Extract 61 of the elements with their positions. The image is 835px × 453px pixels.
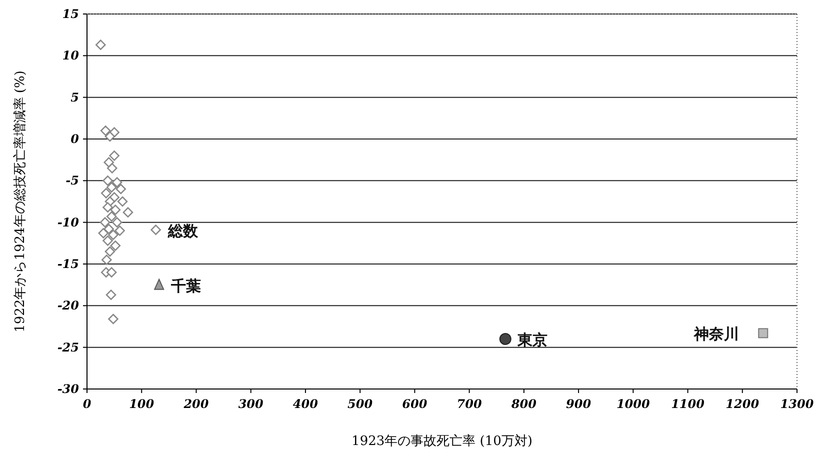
point bbox=[112, 217, 122, 228]
point bbox=[117, 196, 128, 207]
y-tick-label: 5 bbox=[70, 90, 79, 104]
series-label: 神奈川 bbox=[693, 325, 740, 344]
x-tick-label: 900 bbox=[566, 397, 592, 411]
x-tick-label: 300 bbox=[238, 397, 264, 411]
point bbox=[104, 131, 116, 142]
x-tick-label: 800 bbox=[510, 397, 538, 411]
point bbox=[110, 240, 121, 251]
x-tick-label: 1100 bbox=[671, 397, 706, 411]
x-tick-label: 100 bbox=[129, 397, 155, 411]
point bbox=[102, 236, 113, 246]
x-tick-label: 700 bbox=[456, 397, 482, 411]
point bbox=[116, 184, 126, 194]
point bbox=[102, 254, 112, 265]
y-tick-label: 0 bbox=[70, 132, 80, 146]
x-axis-title: 1923年の事故死亡率 (10万対) bbox=[352, 433, 532, 449]
point bbox=[98, 228, 109, 238]
x-tick-label: 1200 bbox=[726, 397, 760, 411]
point bbox=[106, 163, 118, 174]
point bbox=[100, 126, 111, 136]
point bbox=[106, 290, 116, 300]
y-tick-label: -20 bbox=[57, 298, 80, 313]
y-tick-label: 10 bbox=[62, 48, 80, 63]
point bbox=[112, 177, 122, 188]
point bbox=[108, 314, 118, 324]
series-label: 千葉 bbox=[170, 276, 202, 295]
x-tick-label: 600 bbox=[402, 397, 428, 411]
series-label: 総数 bbox=[166, 222, 199, 240]
y-tick-label: -15 bbox=[57, 257, 79, 271]
point bbox=[106, 182, 117, 192]
point bbox=[102, 202, 113, 212]
y-tick-label: -5 bbox=[66, 174, 79, 188]
point bbox=[109, 150, 120, 161]
y-tick-label: -10 bbox=[57, 215, 80, 230]
y-tick-label: 15 bbox=[62, 7, 79, 21]
series-label: 東京 bbox=[516, 331, 548, 349]
point bbox=[106, 267, 117, 278]
x-tick-label: 500 bbox=[348, 397, 374, 411]
y-tick-label: -25 bbox=[57, 340, 79, 354]
x-tick-label: 1300 bbox=[780, 397, 814, 411]
point bbox=[154, 278, 164, 290]
point bbox=[150, 224, 161, 235]
point bbox=[100, 217, 110, 228]
point bbox=[499, 333, 512, 345]
point bbox=[104, 246, 116, 257]
point bbox=[108, 230, 118, 240]
point bbox=[96, 40, 106, 50]
x-tick-label: 200 bbox=[182, 397, 210, 411]
point bbox=[122, 207, 134, 218]
point bbox=[106, 211, 117, 222]
x-tick-label: 0 bbox=[82, 397, 92, 411]
point bbox=[110, 204, 121, 215]
point bbox=[758, 328, 768, 338]
point bbox=[100, 188, 112, 198]
x-tick-label: 1000 bbox=[616, 397, 650, 411]
x-tick-label: 400 bbox=[292, 397, 319, 411]
y-axis-title: 1922年から1924年の総技死亡率増減率 (%) bbox=[12, 70, 28, 332]
point bbox=[114, 226, 125, 236]
y-tick-label: -30 bbox=[57, 382, 80, 396]
point bbox=[102, 176, 113, 186]
